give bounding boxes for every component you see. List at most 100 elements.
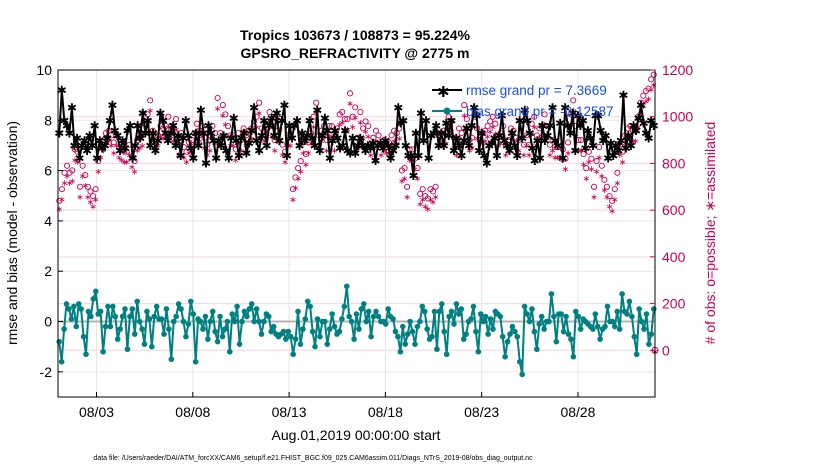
bias-point: [112, 313, 119, 320]
rmse-point: ✱: [173, 129, 183, 143]
assimilated-obs-point: ∗: [559, 156, 567, 166]
y-right-tick-label: 1000: [662, 109, 693, 125]
rmse-point: ✱: [497, 109, 507, 123]
assimilated-obs-point: ∗: [214, 104, 222, 114]
assimilated-obs-point: ∗: [476, 146, 484, 156]
assimilated-obs-point: ∗: [505, 146, 513, 156]
assimilated-obs-point: ∗: [328, 132, 336, 142]
rmse-point: ✱: [626, 139, 636, 153]
rmse-point: ✱: [191, 126, 201, 140]
bias-point: [477, 311, 484, 317]
possible-obs-point: [359, 125, 367, 132]
bias-point: [202, 313, 209, 320]
possible-obs-point: [640, 92, 647, 99]
assimilated-obs-point: ∗: [637, 109, 645, 119]
rmse-point: ✱: [464, 139, 474, 153]
bias-point: [636, 306, 642, 312]
assimilated-obs-point: ∗: [429, 198, 437, 208]
bias-point: [83, 351, 89, 358]
rmse-point: ✱: [540, 134, 550, 148]
assimilated-obs-point: ∗: [162, 132, 170, 142]
bias-point: [61, 326, 67, 332]
rmse-point: ✱: [441, 116, 451, 130]
bias-point: [322, 318, 328, 325]
bias-point: [604, 303, 611, 310]
bias-point: [646, 341, 652, 347]
assimilated-obs-point: ∗: [455, 135, 463, 145]
assimilated-obs-point: ∗: [120, 158, 128, 168]
rmse-point: ✱: [64, 126, 74, 140]
assimilated-obs-point: ∗: [396, 135, 404, 145]
rmse-point: ✱: [338, 139, 348, 153]
rmse-point: ✱: [373, 139, 383, 153]
possible-obs-point: [593, 158, 600, 165]
bias-point: [114, 336, 121, 342]
bias-point: [329, 311, 335, 317]
rmse-point: ✱: [171, 139, 181, 153]
assimilated-obs-point: ∗: [416, 200, 424, 210]
bias-point: [324, 341, 331, 347]
bias-point: [633, 351, 640, 358]
rmse-point: ✱: [553, 139, 563, 153]
assimilated-obs-point: ∗: [131, 167, 139, 177]
plot-frame: [57, 69, 656, 398]
assimilated-obs-point: ∗: [528, 130, 536, 140]
assimilated-obs-point: ∗: [250, 128, 258, 138]
rmse-point: ✱: [618, 89, 628, 103]
rmse-point: ✱: [644, 131, 654, 145]
rmse-point: ✱: [102, 131, 112, 145]
rmse-point: ✱: [90, 119, 100, 133]
assimilated-obs-point: ∗: [307, 139, 315, 149]
assimilated-obs-point: ∗: [619, 158, 627, 168]
bias-point: [361, 301, 367, 307]
possible-obs-point: [209, 123, 216, 130]
rmse-point: ✱: [381, 134, 391, 148]
possible-obs-point: [302, 151, 309, 158]
rmse-point: ✱: [568, 106, 578, 120]
bias-point: [490, 326, 496, 332]
rmse-point: ✱: [583, 124, 593, 138]
bias-point: [429, 333, 435, 340]
bias-point: [173, 313, 179, 320]
rmse-point: ✱: [153, 134, 163, 148]
bias-point: [641, 326, 647, 332]
assimilated-obs-point: ∗: [149, 137, 157, 147]
bias-point: [414, 323, 421, 330]
rmse-point: ✱: [115, 144, 125, 158]
assimilated-obs-point: ∗: [614, 179, 622, 189]
rmse-point: ✱: [249, 101, 259, 115]
assimilated-obs-point: ∗: [146, 107, 154, 117]
possible-obs-point: [173, 116, 180, 123]
y-left-tick-label: 10: [36, 62, 52, 78]
bias-point: [151, 313, 158, 320]
y-axis-right: 0 200 400 600 800 1000 1200: [650, 62, 693, 358]
rmse-point: ✱: [234, 149, 244, 163]
bias-point: [307, 303, 314, 310]
rmse-point: ✱: [449, 144, 459, 158]
x-tick-label: 08/03: [79, 404, 114, 420]
assimilated-obs-point: ∗: [183, 158, 191, 168]
rmse-point: ✱: [77, 139, 87, 153]
assimilated-obs-point: ∗: [344, 125, 352, 135]
bias-point: [553, 338, 560, 345]
bias-point: [229, 311, 236, 317]
possible-obs-point: [432, 183, 439, 190]
possible-obs-point: [214, 94, 221, 102]
bias-point: [326, 326, 333, 332]
y-left-tick-label: 4: [44, 213, 52, 229]
bias-point: [363, 318, 370, 325]
rmse-point: ✱: [110, 124, 120, 138]
rmse-point: ✱: [403, 149, 413, 163]
assimilated-obs-point: ∗: [198, 132, 206, 142]
assimilated-obs-point: ∗: [603, 193, 611, 203]
rmse-point: ✱: [327, 134, 337, 148]
assimilated-obs-point: ∗: [422, 202, 430, 212]
possible-obs-point: [487, 118, 494, 125]
rmse-point: ✱: [431, 119, 441, 133]
bias-point: [56, 338, 63, 345]
rmse-point: ✱: [267, 111, 277, 125]
bias-point: [178, 306, 184, 312]
bias-point: [382, 321, 389, 327]
x-axis-label: Aug.01,2019 00:00:00 start: [272, 427, 441, 443]
bias-point: [346, 313, 352, 320]
